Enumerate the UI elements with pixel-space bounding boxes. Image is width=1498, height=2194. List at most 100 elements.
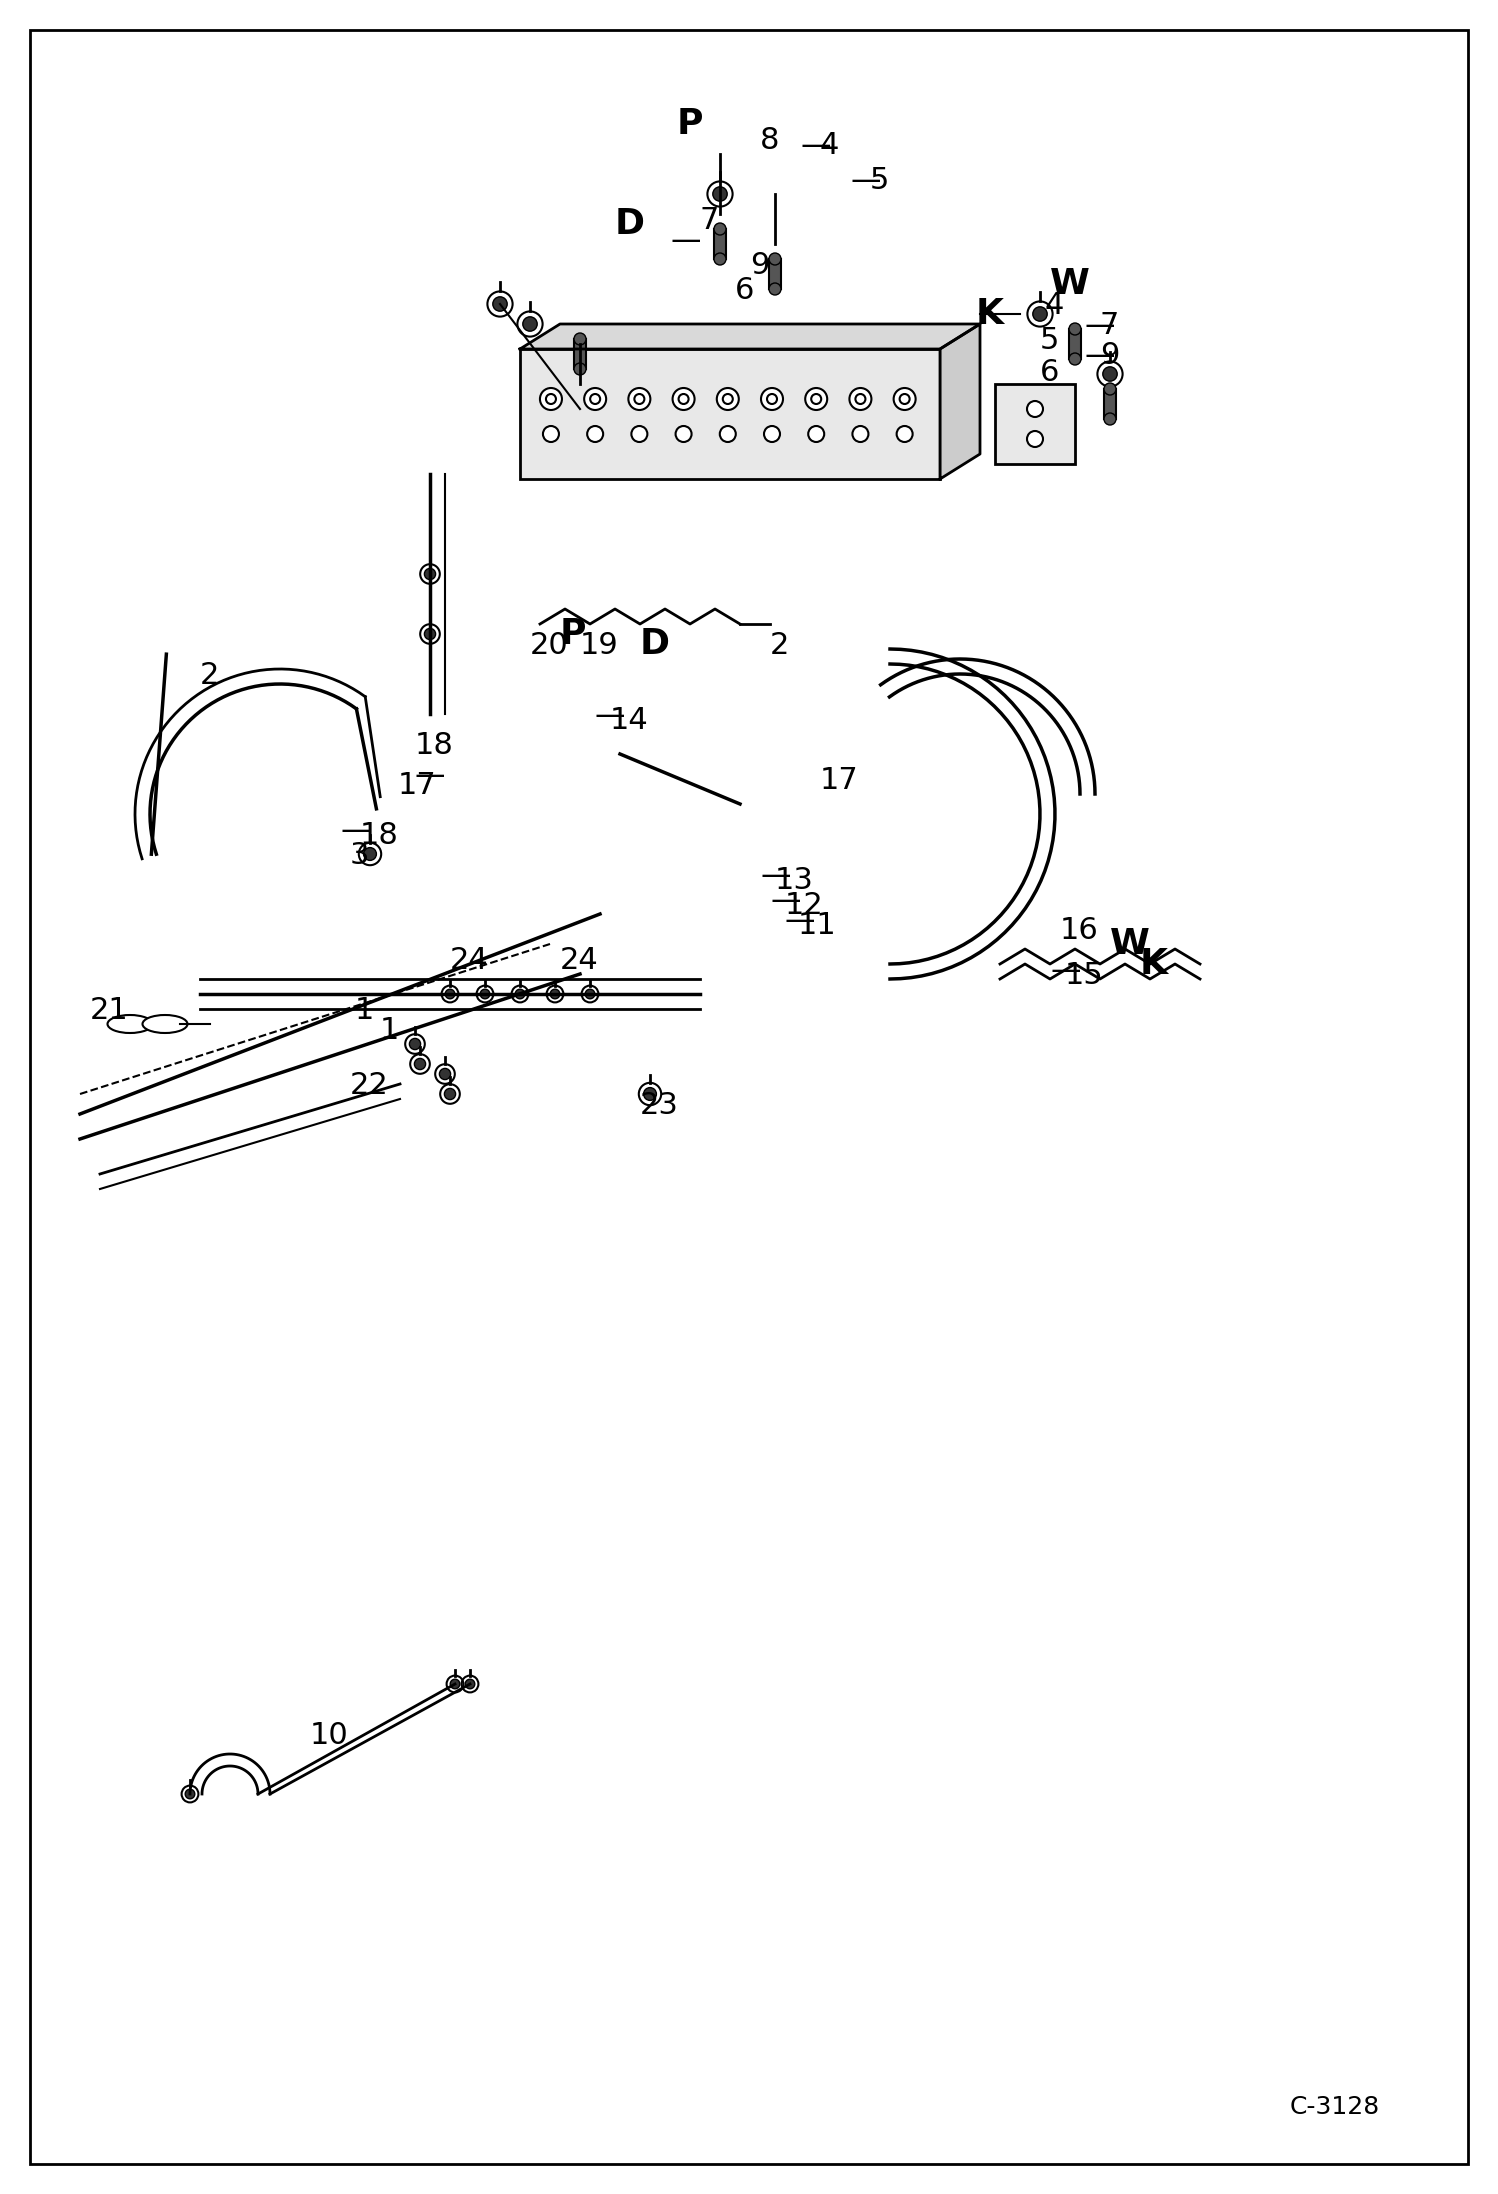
Text: 17: 17 [398,770,437,801]
Circle shape [466,1678,475,1689]
Text: P: P [560,617,587,652]
Text: 12: 12 [785,891,824,919]
Text: 24: 24 [449,946,488,974]
Text: 14: 14 [610,706,649,735]
Text: K: K [1140,948,1168,981]
Circle shape [409,1038,421,1049]
Circle shape [550,989,560,998]
Circle shape [515,989,524,998]
Circle shape [894,388,915,410]
Text: 4: 4 [1046,292,1065,320]
Circle shape [1070,353,1082,364]
Text: 1: 1 [355,996,374,1025]
Circle shape [424,627,436,641]
Circle shape [1032,307,1047,320]
Circle shape [713,186,727,202]
Circle shape [1104,412,1116,426]
Circle shape [451,1678,460,1689]
Text: 9: 9 [750,250,770,281]
Text: 13: 13 [774,867,813,895]
Text: W: W [1050,268,1091,301]
Text: 5: 5 [870,167,890,195]
Text: —: — [1050,957,1080,985]
Circle shape [676,426,692,441]
Circle shape [445,1088,455,1099]
Circle shape [1028,402,1043,417]
Circle shape [539,388,562,410]
Text: D: D [616,206,646,241]
Ellipse shape [142,1016,187,1033]
Text: 21: 21 [90,996,129,1025]
Text: —: — [670,226,701,255]
Text: 16: 16 [1061,917,1098,946]
Text: 1: 1 [380,1016,400,1044]
Circle shape [1104,384,1116,395]
Text: 3: 3 [351,840,370,871]
Text: 17: 17 [819,766,858,794]
Text: 20: 20 [530,632,569,660]
Circle shape [574,333,586,344]
Polygon shape [941,325,980,478]
Bar [574,340,586,369]
Text: 23: 23 [640,1090,679,1119]
Circle shape [715,252,727,265]
Text: 6: 6 [736,276,755,305]
Text: —: — [1085,340,1116,371]
Text: 6: 6 [1040,358,1059,386]
Circle shape [587,426,604,441]
Circle shape [523,316,538,331]
Text: —: — [595,702,626,731]
Text: —: — [800,132,830,160]
Text: 4: 4 [819,132,839,160]
Text: 18: 18 [415,731,454,759]
Circle shape [721,426,736,441]
Polygon shape [995,384,1076,463]
Text: —: — [785,906,815,935]
Bar [1070,329,1082,360]
Polygon shape [520,349,941,478]
Text: 9: 9 [1100,340,1119,371]
Text: P: P [677,108,703,140]
Circle shape [631,426,647,441]
Text: 11: 11 [798,911,837,939]
Circle shape [644,1088,656,1101]
Circle shape [764,426,780,441]
Text: 19: 19 [580,632,619,660]
Polygon shape [520,325,980,349]
Circle shape [186,1788,195,1799]
Text: C-3128: C-3128 [1290,2095,1380,2119]
Circle shape [481,989,490,998]
Text: 8: 8 [759,125,779,156]
Text: 22: 22 [351,1071,389,1099]
Circle shape [716,388,739,410]
Circle shape [809,426,824,441]
Circle shape [586,989,595,998]
Circle shape [1028,430,1043,448]
Text: 15: 15 [1065,961,1104,989]
Circle shape [852,426,869,441]
Circle shape [542,426,559,441]
Circle shape [424,568,436,579]
Circle shape [439,1068,451,1079]
Circle shape [574,362,586,375]
Circle shape [1070,323,1082,336]
Circle shape [715,224,727,235]
Circle shape [1103,366,1118,382]
Text: 18: 18 [360,821,398,849]
Text: —: — [415,761,445,790]
Text: —: — [1085,312,1116,340]
Circle shape [768,283,780,294]
Text: 2: 2 [201,660,219,689]
Text: 10: 10 [310,1720,349,1751]
Circle shape [584,388,607,410]
Circle shape [806,388,827,410]
Circle shape [768,252,780,265]
Circle shape [849,388,872,410]
Circle shape [761,388,783,410]
Text: 2: 2 [770,632,789,660]
Circle shape [897,426,912,441]
Bar [1104,388,1116,419]
Circle shape [445,989,455,998]
Text: —: — [759,860,791,891]
Circle shape [628,388,650,410]
